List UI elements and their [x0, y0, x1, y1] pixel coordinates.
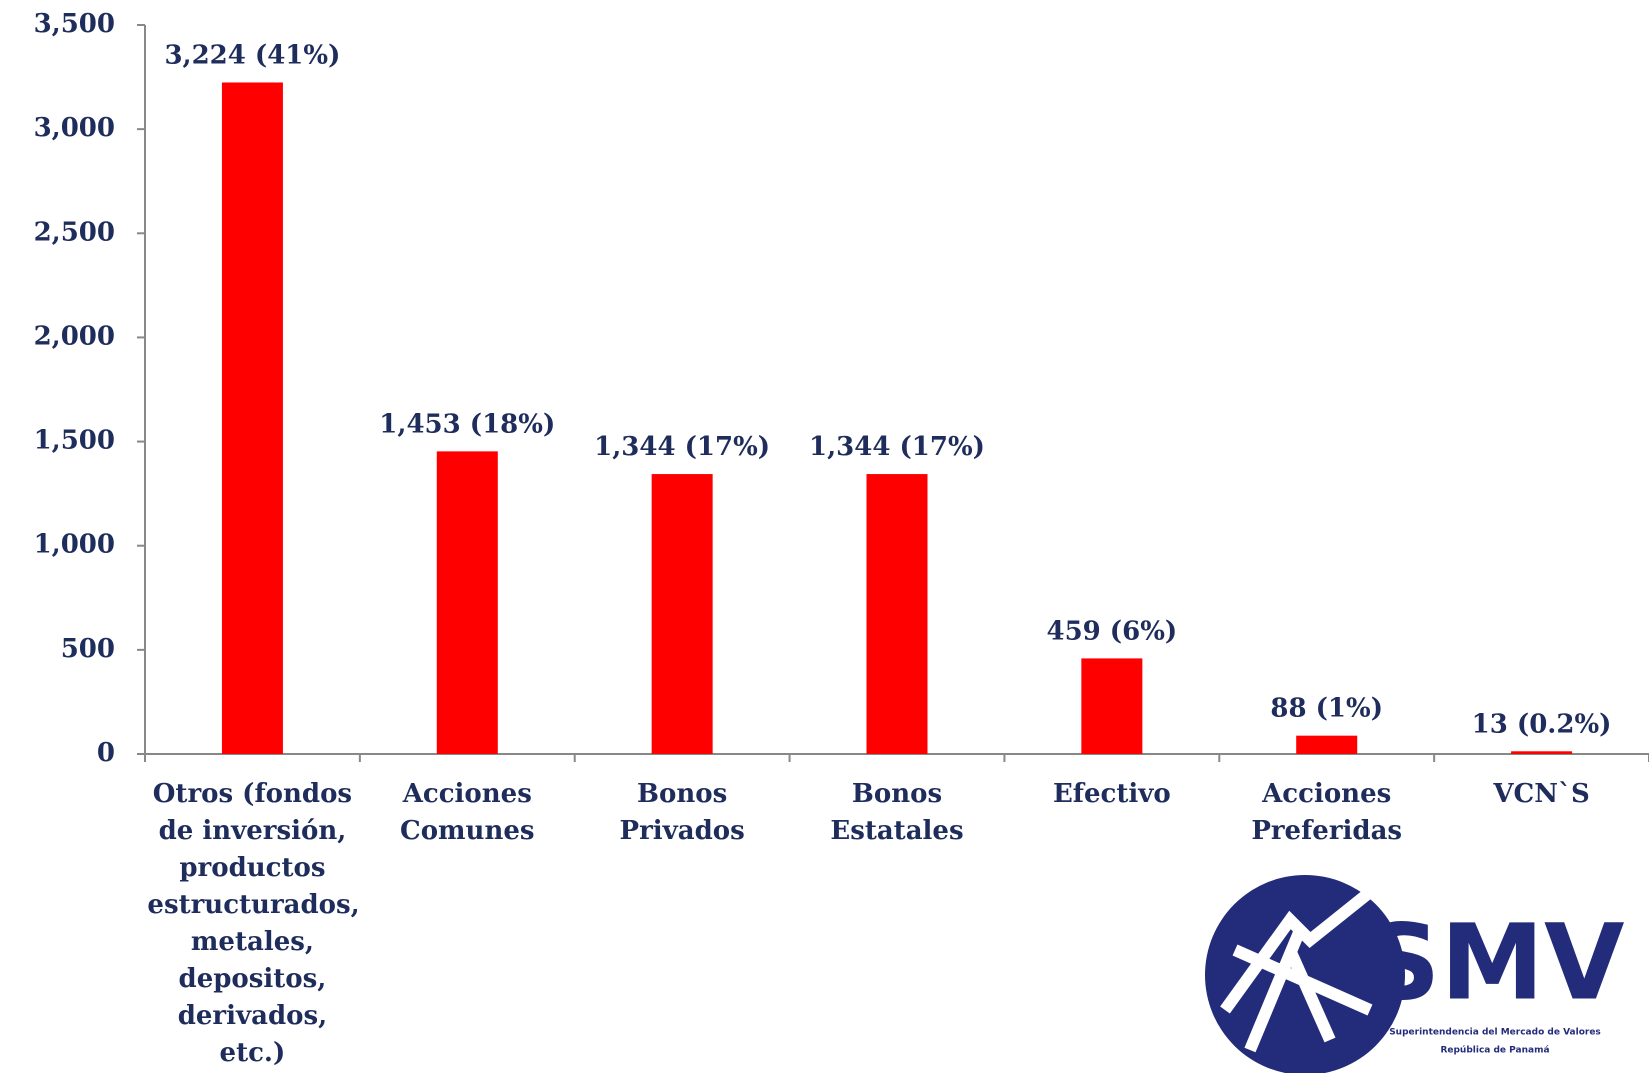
- bar: [651, 474, 713, 754]
- y-tick-label: 0: [97, 738, 115, 768]
- y-tick-label: 500: [61, 634, 115, 664]
- bar: [1296, 735, 1358, 754]
- value-label: 1,344 (17%): [594, 432, 770, 462]
- value-label: 1,344 (17%): [809, 432, 985, 462]
- y-tick-label: 1,500: [34, 426, 115, 456]
- logo-line2: República de Panamá: [1440, 1046, 1549, 1056]
- x-tick-label: Bonos Estatales: [830, 779, 964, 846]
- value-label: 88 (1%): [1270, 694, 1383, 724]
- bar: [1081, 658, 1143, 754]
- y-tick-label: 1,000: [34, 530, 115, 560]
- y-tick-label: 2,500: [34, 217, 115, 247]
- x-tick-label: Otros (fondos de inversión, productos es…: [147, 779, 360, 1068]
- logo: SMV Superintendencia del Mercado de Valo…: [1205, 875, 1624, 1073]
- x-tick-label: Acciones Preferidas: [1251, 779, 1403, 846]
- y-tick-label: 3,000: [34, 113, 115, 143]
- value-label: 459 (6%): [1046, 616, 1177, 646]
- bar: [436, 451, 498, 754]
- x-tick-label: Efectivo: [1052, 779, 1171, 809]
- value-label: 13 (0.2%): [1472, 709, 1612, 739]
- y-tick-label: 3,500: [34, 9, 115, 39]
- logo-pattern: [1220, 875, 1389, 1053]
- bar: [866, 474, 928, 754]
- bar: [221, 82, 283, 754]
- x-tick-label: VCN`S: [1493, 779, 1590, 809]
- y-tick-label: 2,000: [34, 321, 115, 351]
- x-tick-label: Acciones Comunes: [400, 779, 535, 846]
- value-label: 3,224 (41%): [164, 40, 340, 70]
- logo-line1: Superintendencia del Mercado de Valores: [1389, 1028, 1601, 1038]
- value-label: 1,453 (18%): [379, 409, 555, 439]
- bar: [1511, 751, 1573, 754]
- logo-name: SMV: [1366, 901, 1625, 1023]
- x-tick-label: Bonos Privados: [619, 779, 745, 846]
